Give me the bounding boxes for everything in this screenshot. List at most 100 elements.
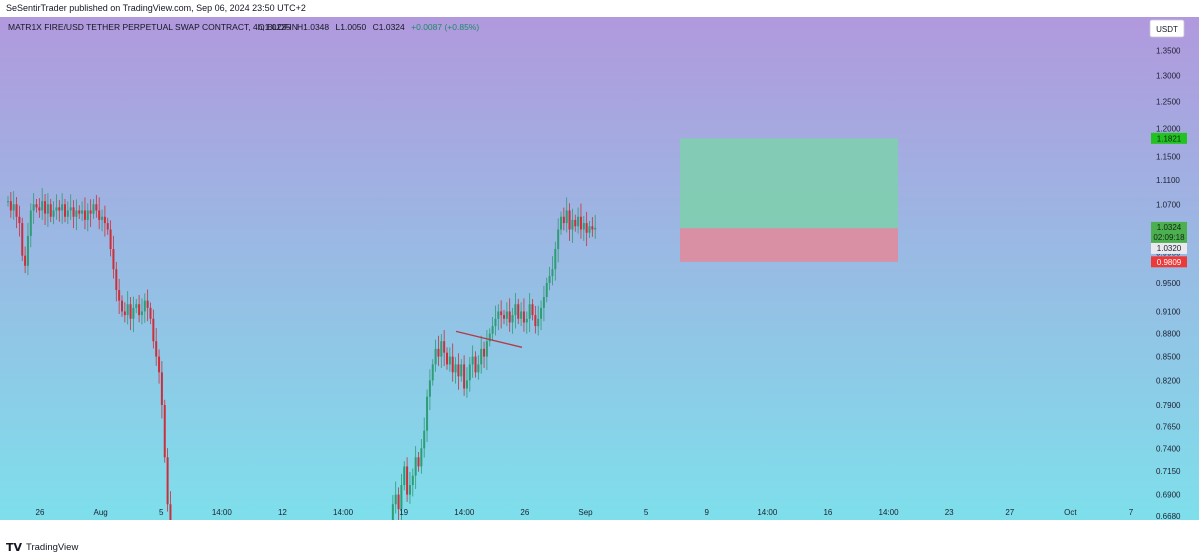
candle-body (428, 380, 431, 397)
publish-header: SeSentirTrader published on TradingView.… (0, 0, 1199, 17)
candle-body (169, 504, 172, 530)
candle-body (548, 276, 551, 283)
price-tick-label: 1.2000 (1156, 124, 1181, 133)
candle-body (52, 210, 55, 217)
candle-body (542, 297, 545, 308)
candle-body (463, 364, 466, 389)
candle-body (457, 364, 460, 377)
candle-body (505, 311, 508, 319)
candle-body (58, 207, 61, 211)
ohlc-close-label: C (373, 22, 379, 32)
candle-body (78, 210, 81, 214)
candle-body (577, 216, 580, 227)
candle-body (112, 249, 115, 270)
time-axis[interactable]: 26 Aug 5 14:00 12 14:00 19 14:00 26 Sep 5 9 14:00 16 1… (36, 508, 1134, 517)
ohlc-low-label: L (336, 22, 341, 32)
candle-body (446, 352, 448, 365)
position-tool[interactable] (680, 138, 898, 262)
candle-body (557, 229, 560, 250)
candle-body (517, 304, 520, 319)
price-chart[interactable]: MATR1X FIRE/USD TETHER PERPETUAL SWAP CO… (0, 17, 1199, 539)
candle-body (485, 341, 488, 357)
price-tick-label: 1.0700 (1156, 200, 1181, 209)
candle-body (574, 219, 577, 227)
candle-body (534, 315, 537, 327)
candle-body (494, 318, 497, 327)
time-tick-label: 5 (644, 508, 649, 517)
target-price-badge (1151, 132, 1187, 144)
candle-body (138, 304, 141, 316)
candle-body (160, 372, 163, 406)
candle-body (15, 204, 18, 217)
candle-body (83, 210, 86, 220)
candle-body (72, 207, 75, 217)
candle-body (32, 204, 35, 211)
candle-body (443, 341, 446, 353)
candle-body (579, 216, 582, 230)
candle-body (431, 364, 434, 381)
candle-body (551, 269, 554, 277)
candle-body (64, 204, 66, 217)
candle-body (588, 226, 591, 233)
candle-body (46, 204, 49, 214)
candle-body (95, 204, 98, 211)
candles-layer (7, 188, 597, 539)
candle-body (101, 216, 104, 220)
candle-body (591, 226, 594, 230)
time-tick-label: 7 (1129, 508, 1134, 517)
candle-body (98, 210, 101, 220)
time-tick-label: 14:00 (879, 508, 900, 517)
candle-body (414, 457, 417, 476)
target-zone (680, 138, 898, 229)
candle-body (106, 223, 109, 230)
time-tick-label: 14:00 (757, 508, 778, 517)
candle-body (21, 223, 24, 256)
candle-body (480, 348, 483, 365)
time-tick-label: 16 (823, 508, 832, 517)
candle-body (454, 364, 457, 373)
candle-body (81, 210, 84, 214)
candle-body (29, 210, 32, 236)
time-tick-label: 5 (159, 508, 164, 517)
time-tick-label: 27 (1005, 508, 1014, 517)
time-tick-label: 14:00 (212, 508, 233, 517)
stop-price-badge-text: 0.9809 (1157, 258, 1182, 267)
currency-button-label: USDT (1156, 25, 1178, 34)
ohlc-open: 1.0225 (265, 22, 291, 32)
trendline-layer[interactable] (455, 330, 523, 348)
candle-body (531, 304, 534, 316)
price-tick-label: 0.8200 (1156, 376, 1181, 385)
candle-body (460, 364, 463, 377)
candle-body (483, 348, 486, 357)
candle-body (434, 348, 437, 365)
candle-body (520, 311, 523, 319)
candle-body (9, 201, 12, 211)
entry-price-badge (1151, 242, 1187, 254)
candle-body (89, 210, 92, 214)
chart-canvas[interactable]: MATR1X FIRE/USD TETHER PERPETUAL SWAP CO… (0, 17, 1199, 539)
candle-body (511, 315, 514, 323)
candle-body (468, 364, 471, 381)
candle-body (448, 356, 451, 365)
candle-body (474, 356, 477, 373)
candle-body (123, 311, 126, 316)
candle-body (69, 207, 72, 211)
currency-button[interactable]: USDT (1149, 19, 1185, 38)
candle-body (528, 304, 531, 319)
candle-body (75, 210, 78, 217)
candle-body (537, 318, 540, 327)
candle-body (594, 227, 597, 230)
candle-body (568, 210, 571, 230)
candle-body (477, 364, 480, 373)
tradingview-logo[interactable]: TV TradingView (6, 541, 78, 554)
candle-body (38, 207, 41, 211)
candle-body (417, 457, 420, 467)
candle-body (491, 326, 494, 334)
countdown-text: 02:09:18 (1153, 233, 1185, 242)
stop-zone (680, 228, 898, 262)
candle-body (545, 282, 548, 298)
entry-price-text: 1.0320 (1157, 244, 1182, 253)
candle-body (118, 289, 121, 301)
candle-body (24, 255, 27, 266)
